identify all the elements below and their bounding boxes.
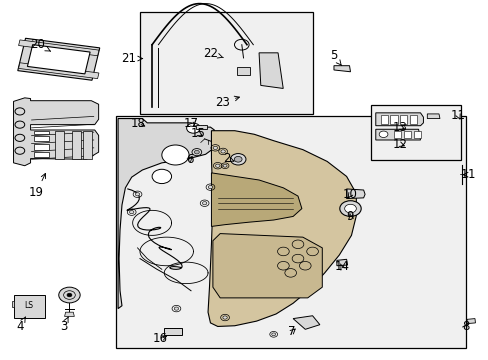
Polygon shape bbox=[212, 234, 322, 298]
Circle shape bbox=[213, 146, 217, 149]
Bar bbox=[34, 136, 49, 141]
Circle shape bbox=[192, 149, 201, 156]
Circle shape bbox=[208, 185, 212, 189]
Text: 1: 1 bbox=[460, 168, 468, 181]
Bar bbox=[163, 328, 182, 335]
Circle shape bbox=[223, 164, 226, 167]
Polygon shape bbox=[292, 316, 319, 329]
Bar bbox=[413, 131, 420, 138]
Bar bbox=[370, 105, 460, 160]
Text: 20: 20 bbox=[30, 38, 50, 51]
Bar bbox=[140, 12, 312, 114]
Polygon shape bbox=[259, 53, 283, 89]
Text: 13: 13 bbox=[392, 121, 407, 134]
Polygon shape bbox=[27, 45, 90, 74]
Polygon shape bbox=[207, 131, 356, 327]
Bar bbox=[380, 114, 387, 123]
Circle shape bbox=[135, 193, 140, 196]
Polygon shape bbox=[336, 259, 347, 266]
Polygon shape bbox=[333, 66, 350, 72]
Circle shape bbox=[152, 169, 171, 184]
Circle shape bbox=[234, 157, 242, 162]
Bar bbox=[403, 131, 410, 138]
Circle shape bbox=[129, 211, 134, 214]
Bar bbox=[55, 131, 63, 159]
Bar bbox=[72, 131, 81, 159]
Text: 14: 14 bbox=[334, 260, 348, 273]
Text: 9: 9 bbox=[346, 210, 353, 223]
Text: 23: 23 bbox=[215, 96, 239, 109]
Text: 15: 15 bbox=[190, 127, 205, 140]
Ellipse shape bbox=[378, 131, 387, 138]
Text: 6: 6 bbox=[185, 153, 193, 166]
Polygon shape bbox=[346, 189, 365, 199]
Text: 2: 2 bbox=[223, 152, 233, 165]
Circle shape bbox=[223, 316, 227, 319]
Text: 18: 18 bbox=[131, 117, 145, 130]
Polygon shape bbox=[19, 40, 99, 56]
Text: 3: 3 bbox=[60, 317, 68, 333]
Text: 1: 1 bbox=[461, 168, 474, 181]
Polygon shape bbox=[118, 118, 214, 309]
Bar bbox=[409, 114, 416, 123]
Bar bbox=[393, 131, 400, 138]
Circle shape bbox=[186, 123, 200, 133]
Circle shape bbox=[194, 150, 199, 154]
Text: 4: 4 bbox=[16, 317, 25, 333]
Bar bbox=[196, 125, 206, 129]
Text: 22: 22 bbox=[203, 47, 223, 60]
Polygon shape bbox=[375, 129, 420, 140]
Polygon shape bbox=[236, 67, 250, 75]
Polygon shape bbox=[14, 98, 99, 166]
Bar bbox=[34, 144, 49, 150]
Text: 7: 7 bbox=[288, 325, 295, 338]
Circle shape bbox=[202, 202, 206, 205]
Circle shape bbox=[344, 204, 356, 213]
Bar bbox=[116, 116, 465, 348]
Bar bbox=[34, 131, 49, 134]
Bar bbox=[83, 131, 92, 159]
Circle shape bbox=[59, 287, 80, 303]
Text: 19: 19 bbox=[29, 174, 45, 199]
Text: 21: 21 bbox=[121, 52, 142, 65]
Circle shape bbox=[230, 154, 245, 165]
Polygon shape bbox=[64, 312, 74, 316]
Text: 5: 5 bbox=[329, 49, 341, 66]
Circle shape bbox=[221, 150, 225, 153]
Text: 11: 11 bbox=[450, 109, 465, 122]
Bar bbox=[399, 114, 407, 123]
Text: 12: 12 bbox=[392, 138, 407, 151]
Polygon shape bbox=[18, 38, 100, 80]
Polygon shape bbox=[12, 301, 14, 307]
Bar bbox=[34, 152, 49, 157]
Text: 8: 8 bbox=[461, 320, 468, 333]
Text: 10: 10 bbox=[343, 188, 357, 201]
Circle shape bbox=[339, 201, 361, 216]
Circle shape bbox=[271, 333, 275, 336]
Circle shape bbox=[63, 291, 75, 299]
Polygon shape bbox=[19, 63, 99, 78]
Circle shape bbox=[174, 307, 178, 310]
Circle shape bbox=[215, 164, 220, 167]
Polygon shape bbox=[211, 173, 301, 226]
Text: LS: LS bbox=[24, 301, 34, 310]
Text: 17: 17 bbox=[183, 117, 198, 130]
Polygon shape bbox=[466, 319, 474, 324]
Polygon shape bbox=[427, 114, 439, 118]
Polygon shape bbox=[14, 295, 45, 318]
Circle shape bbox=[67, 293, 72, 297]
Bar bbox=[389, 114, 397, 123]
Circle shape bbox=[162, 145, 189, 165]
Polygon shape bbox=[375, 113, 423, 126]
Text: 16: 16 bbox=[153, 333, 167, 346]
